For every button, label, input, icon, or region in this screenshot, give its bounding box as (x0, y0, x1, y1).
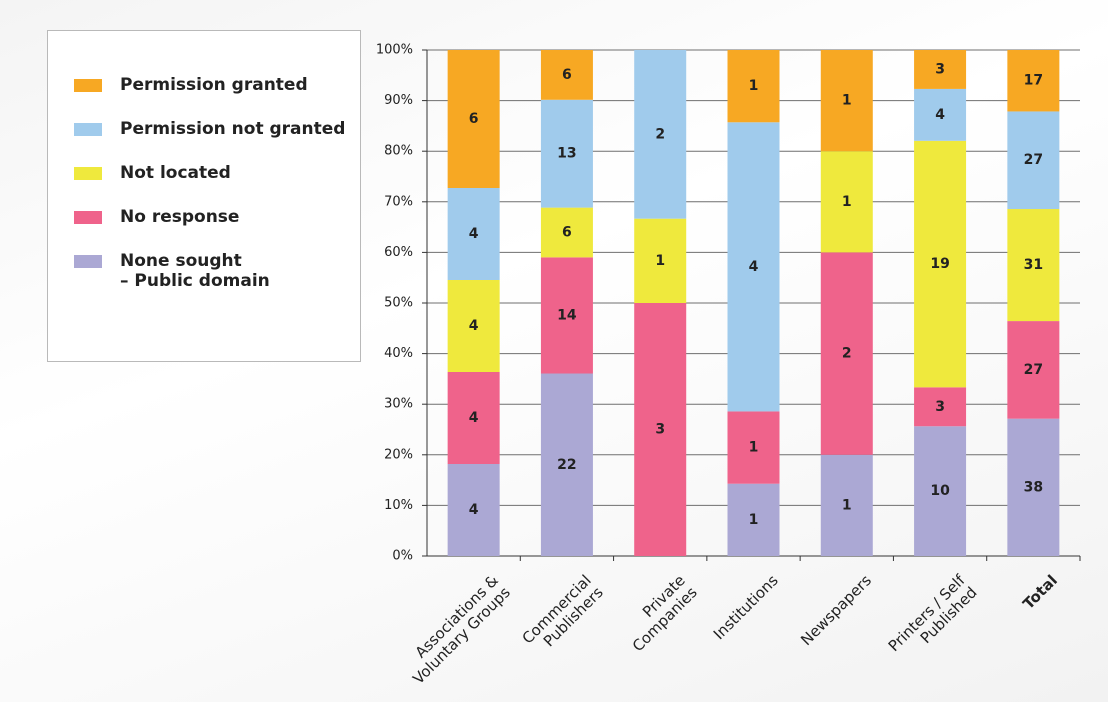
legend-label: Permission granted (120, 75, 308, 95)
legend-item: Not located (74, 163, 231, 183)
bar-segment (634, 218, 687, 303)
seg-label: 1 (842, 93, 852, 109)
seg-label: 6 (562, 224, 572, 240)
seg-label: 1 (749, 512, 759, 528)
seg-label: 31 (1024, 257, 1043, 273)
legend-label: Permission not granted (120, 119, 346, 139)
bar-segment (1007, 209, 1060, 322)
legend-label: Not located (120, 163, 231, 183)
y-tick-label: 80% (384, 144, 413, 159)
bar-segment (540, 50, 593, 100)
seg-label: 4 (469, 502, 479, 518)
y-tick-label: 30% (384, 397, 413, 412)
seg-label: 1 (842, 497, 852, 513)
legend-item: None sought – Public domain (74, 251, 270, 291)
bar-segment (1007, 111, 1060, 210)
seg-label: 2 (842, 346, 852, 362)
seg-label: 17 (1024, 73, 1043, 89)
bar-segment (540, 207, 593, 258)
seg-label: 6 (469, 111, 479, 127)
bar-segment (914, 426, 967, 556)
y-tick-label: 100% (376, 43, 413, 58)
seg-label: 1 (749, 440, 759, 456)
seg-label: 1 (749, 78, 759, 94)
bar-segment (820, 252, 873, 455)
bar-segment (727, 50, 780, 123)
y-tick-label: 50% (384, 296, 413, 311)
seg-label: 38 (1024, 479, 1043, 495)
seg-label: 4 (935, 107, 945, 123)
bar-segment (914, 50, 967, 89)
seg-label: 22 (557, 457, 576, 473)
bar-segment (727, 411, 780, 484)
legend-item: Permission not granted (74, 119, 345, 139)
legend-swatch (74, 79, 102, 92)
bar-segment (820, 50, 873, 152)
bar-segment (447, 464, 500, 556)
y-tick-label: 40% (384, 346, 413, 361)
legend-label: No response (120, 207, 240, 227)
bar-segment (914, 88, 967, 141)
legend-swatch (74, 211, 102, 224)
bar-segment (727, 122, 780, 412)
bar-segment (820, 454, 873, 556)
seg-label: 3 (655, 422, 665, 438)
seg-label: 10 (930, 483, 950, 499)
bar-segment (727, 483, 780, 556)
y-tick-label: 10% (384, 498, 413, 513)
seg-label: 3 (935, 61, 945, 77)
bar-segment (540, 99, 593, 208)
bar-segment (634, 50, 687, 219)
y-tick-label: 60% (384, 245, 413, 260)
y-tick-label: 20% (384, 447, 413, 462)
seg-label: 4 (469, 410, 479, 426)
y-tick-label: 70% (384, 194, 413, 209)
seg-label: 1 (655, 253, 665, 269)
bar-segment (634, 303, 687, 556)
seg-label: 1 (842, 194, 852, 210)
bar-segment (447, 188, 500, 280)
legend-item: No response (74, 207, 239, 227)
bar-segment (540, 257, 593, 374)
bar-segment (447, 372, 500, 464)
bar-segment (540, 373, 593, 556)
seg-label: 27 (1024, 362, 1043, 378)
seg-label: 14 (557, 307, 577, 323)
legend-label: None sought – Public domain (120, 251, 270, 291)
legend: Permission granted Permission not granted… (47, 30, 361, 362)
bar-segment (1007, 418, 1060, 556)
bar-segment (1007, 321, 1060, 419)
seg-label: 2 (655, 126, 665, 142)
bar-segment (447, 50, 500, 188)
bar-segment (914, 140, 967, 388)
y-tick-label: 0% (392, 549, 413, 564)
bar-segment (447, 280, 500, 372)
legend-item: Permission granted (74, 75, 308, 95)
seg-label: 4 (469, 318, 479, 334)
legend-swatch (74, 255, 102, 268)
seg-label: 3 (935, 399, 945, 415)
seg-label: 4 (749, 259, 759, 275)
y-tick-label: 90% (384, 93, 413, 108)
legend-swatch (74, 123, 102, 136)
bar-segment (820, 151, 873, 253)
seg-label: 27 (1024, 152, 1043, 168)
seg-label: 13 (557, 146, 576, 162)
bar-segment (914, 387, 967, 427)
seg-label: 4 (469, 226, 479, 242)
seg-label: 6 (562, 67, 572, 83)
legend-swatch (74, 167, 102, 180)
seg-label: 19 (930, 256, 949, 272)
bar-segment (1007, 50, 1060, 112)
